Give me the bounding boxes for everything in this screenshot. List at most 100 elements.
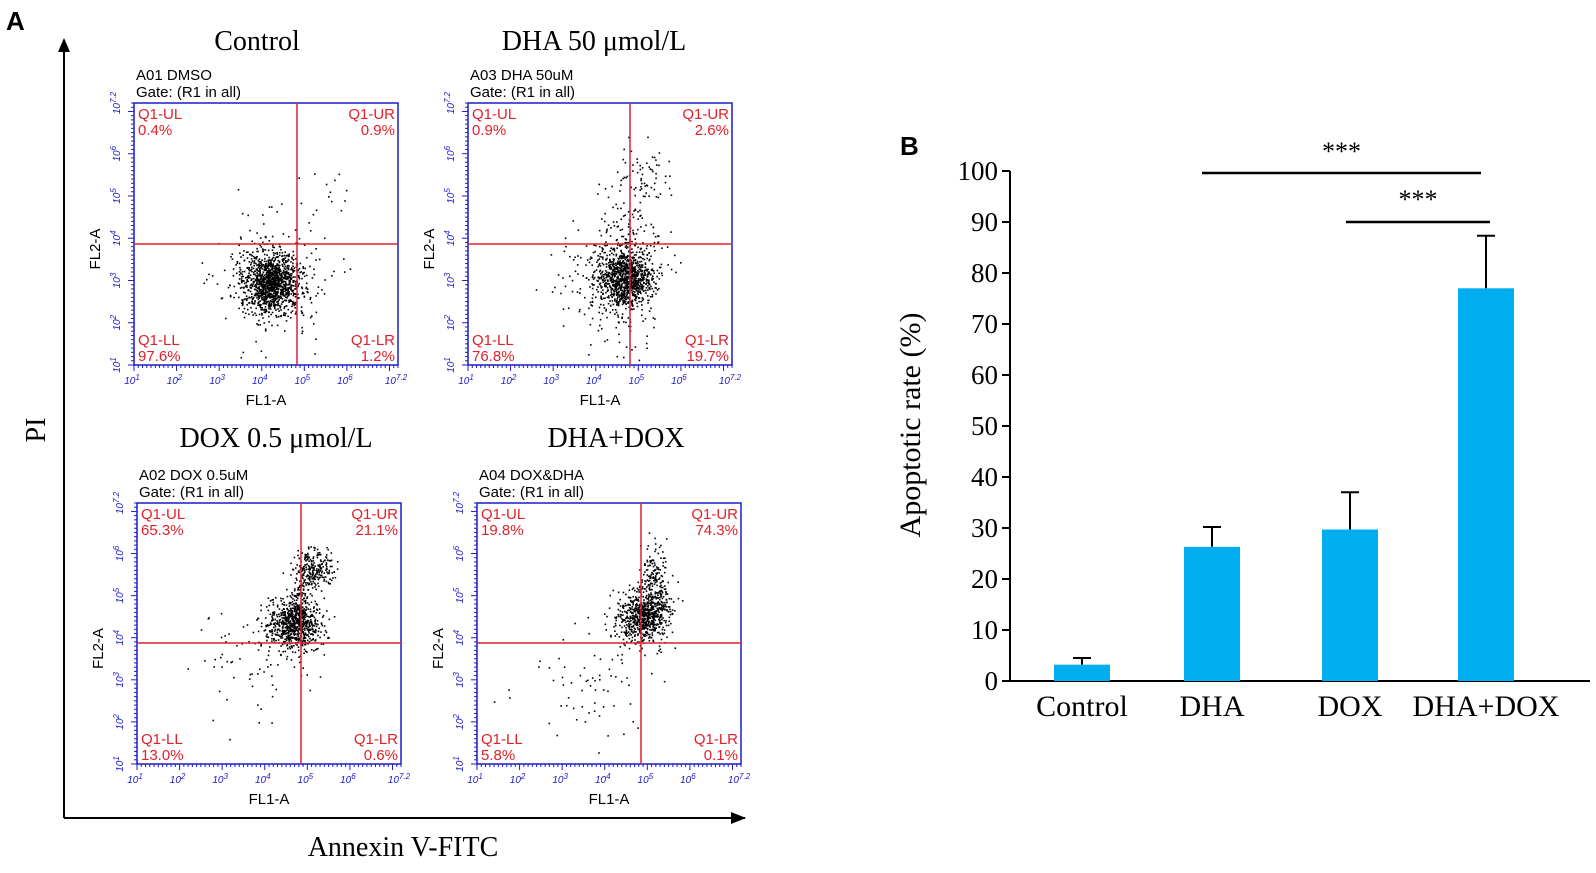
event-dot (250, 253, 252, 256)
event-dot (625, 634, 627, 636)
event-dot (617, 244, 619, 246)
event-dot (258, 258, 261, 260)
x-tick-label: 102 (501, 373, 517, 387)
event-dot (639, 286, 641, 288)
event-dot (604, 251, 606, 254)
event-dot (658, 278, 661, 280)
event-dot (275, 309, 277, 311)
event-dot (590, 344, 592, 346)
event-dot (612, 221, 615, 223)
event-dot (296, 622, 299, 624)
event-dot (653, 188, 656, 191)
event-dot (295, 620, 298, 622)
event-dot (579, 288, 582, 290)
event-dot (639, 611, 641, 613)
event-dot (256, 276, 258, 278)
event-dot (608, 283, 611, 285)
event-dot (261, 293, 264, 295)
event-dot (632, 229, 634, 232)
event-dot (288, 272, 290, 275)
event-dot (604, 279, 607, 281)
event-dot (664, 181, 667, 184)
event-dot (261, 308, 263, 311)
event-dot (660, 603, 663, 606)
event-dot (272, 244, 274, 247)
event-dot (296, 636, 298, 639)
event-dot (295, 639, 298, 642)
event-dot (645, 292, 647, 294)
event-dot (238, 244, 240, 247)
event-dot (597, 329, 600, 332)
event-dot (257, 287, 259, 290)
event-dot (237, 282, 240, 284)
event-dot (306, 288, 309, 290)
event-dot (282, 258, 284, 260)
event-dot (317, 623, 319, 626)
event-dot (278, 634, 280, 636)
event-dot (621, 282, 624, 285)
event-dot (641, 314, 643, 317)
event-dot (617, 304, 620, 307)
event-dot (289, 636, 292, 639)
event-dot (633, 254, 636, 256)
event-dot (622, 158, 625, 161)
event-dot (644, 274, 646, 276)
event-dot (239, 658, 241, 660)
event-dot (632, 618, 634, 621)
event-dot (275, 288, 278, 290)
event-dot (304, 267, 306, 270)
event-dot (229, 738, 231, 741)
event-dot (623, 300, 626, 302)
event-dot (623, 277, 626, 280)
event-dot (302, 272, 304, 274)
flow-plot-axes: 101101102102103103104104105105106106107.… (443, 91, 742, 387)
event-dot (616, 294, 618, 297)
event-dot (642, 195, 645, 198)
event-dot (627, 278, 629, 280)
event-dot (212, 719, 215, 722)
event-dot (307, 577, 310, 580)
event-dot (248, 266, 250, 269)
event-dot (609, 594, 611, 597)
event-dot (322, 561, 325, 563)
event-dot (331, 275, 333, 277)
event-dot (271, 630, 274, 632)
event-dot (274, 304, 277, 306)
event-dot (256, 268, 258, 270)
event-dot (315, 209, 318, 212)
event-dot (264, 249, 267, 251)
event-dot (602, 289, 604, 291)
event-dot (605, 266, 608, 268)
event-dot (220, 636, 223, 639)
event-dot (246, 286, 248, 289)
event-dot (649, 589, 651, 591)
event-dot (659, 633, 661, 635)
event-dot (273, 623, 275, 625)
event-dot (615, 290, 617, 292)
event-dot (635, 631, 637, 633)
event-dot (214, 658, 216, 661)
event-dot (283, 274, 286, 277)
event-dot (307, 291, 309, 294)
event-dot (637, 273, 639, 276)
event-dot (637, 256, 640, 259)
event-dot (618, 294, 620, 296)
event-dot (675, 271, 677, 274)
event-dot (311, 575, 314, 577)
event-dot (240, 356, 243, 359)
event-dot (288, 639, 291, 641)
event-dot (327, 637, 329, 640)
event-dot (304, 557, 306, 559)
flow-plot-events (535, 136, 682, 362)
event-dot (670, 598, 673, 600)
event-dot (603, 277, 605, 280)
event-dot (597, 280, 599, 282)
event-dot (252, 273, 255, 276)
event-dot (661, 628, 664, 631)
event-dot (632, 290, 634, 293)
event-dot (648, 608, 651, 611)
event-dot (650, 592, 652, 594)
event-dot (626, 612, 628, 615)
event-dot (624, 632, 626, 634)
